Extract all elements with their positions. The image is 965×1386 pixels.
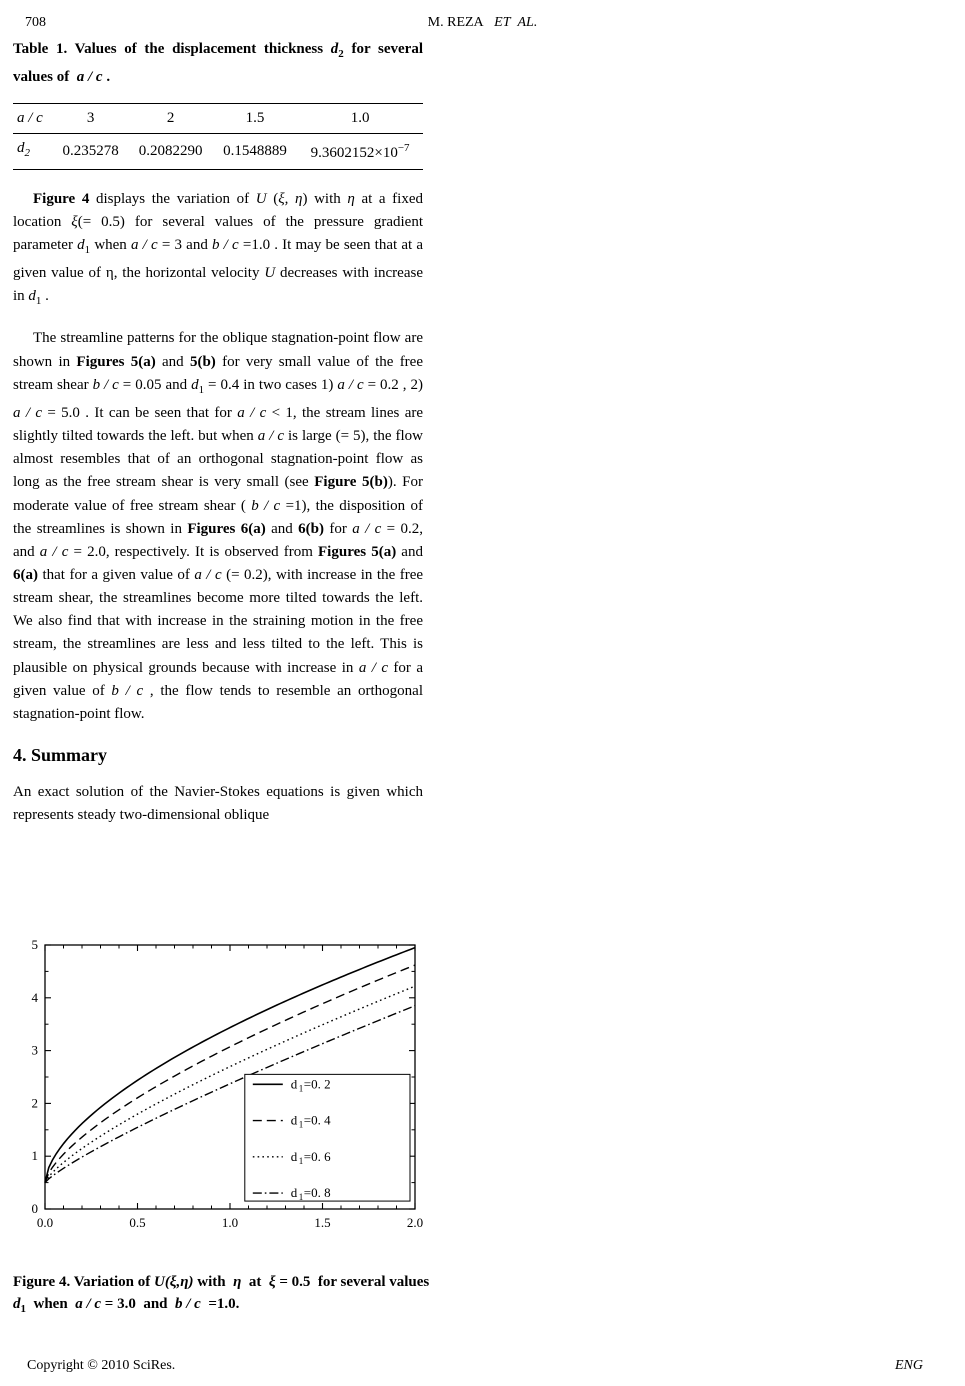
svg-text:3: 3 [32,1043,39,1058]
svg-text:d: d [291,1113,298,1128]
svg-text:=0. 2: =0. 2 [304,1076,331,1091]
svg-text:0.5: 0.5 [129,1215,145,1230]
svg-text:0.0: 0.0 [37,1215,53,1230]
svg-text:=0. 6: =0. 6 [304,1149,331,1164]
svg-text:1.5: 1.5 [314,1215,330,1230]
svg-text:1: 1 [299,1083,304,1093]
svg-text:2.0: 2.0 [407,1215,423,1230]
svg-text:d: d [291,1076,298,1091]
svg-text:1: 1 [299,1192,304,1202]
svg-text:1: 1 [32,1148,39,1163]
svg-text:4: 4 [32,990,39,1005]
svg-text:1: 1 [299,1156,304,1166]
svg-text:1: 1 [299,1120,304,1130]
svg-text:5: 5 [32,937,39,952]
svg-text:d: d [291,1149,298,1164]
svg-text:=0. 4: =0. 4 [304,1113,331,1128]
svg-text:0: 0 [32,1201,39,1216]
svg-text:d: d [291,1185,298,1200]
svg-text:=0. 8: =0. 8 [304,1185,331,1200]
svg-text:2: 2 [32,1095,39,1110]
svg-text:1.0: 1.0 [222,1215,238,1230]
